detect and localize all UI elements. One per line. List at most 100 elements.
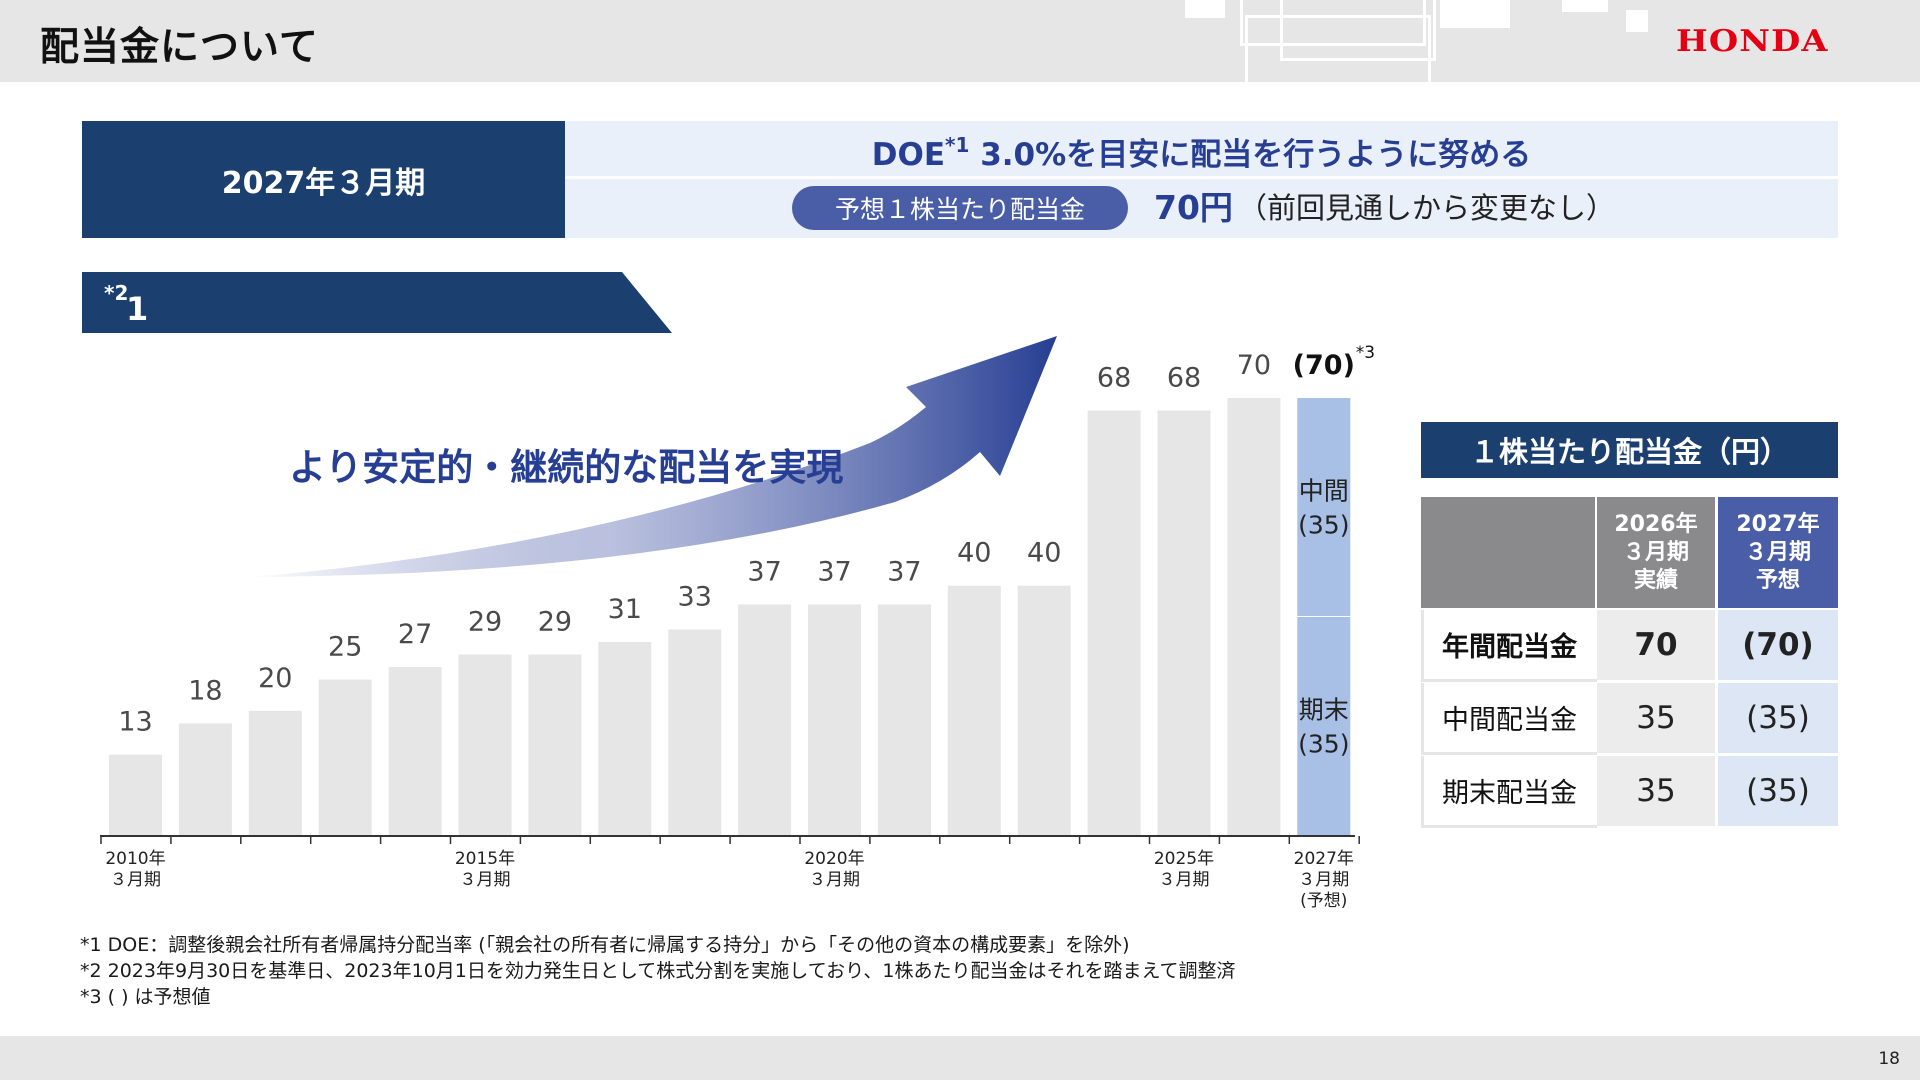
decor-square bbox=[1245, 15, 1431, 82]
chart-annotation: より安定的・継続的な配当を実現 bbox=[289, 446, 843, 489]
table-cell-actual: 35 bbox=[1597, 756, 1715, 826]
dividend-chart: より安定的・継続的な配当を実現 13 18 20 25 27 29 29 31 33 37 37 37… bbox=[100, 336, 1375, 911]
bar-value-label: 18 bbox=[188, 675, 222, 706]
forecast-dividend-note: （前回見通しから変更なし） bbox=[1238, 191, 1616, 225]
doe-policy: DOE*1 3.0%を目安に配当を行うように努める bbox=[565, 129, 1838, 174]
bar-value-label: 20 bbox=[258, 663, 292, 694]
table-cell-forecast: (35) bbox=[1718, 683, 1838, 753]
table-header-blank bbox=[1421, 497, 1595, 608]
bar bbox=[668, 629, 722, 836]
x-tick-label: ３月期 bbox=[809, 870, 860, 890]
decor-square bbox=[1440, 0, 1510, 28]
bar bbox=[458, 654, 512, 836]
table-row-label: 中間配当金 bbox=[1421, 683, 1597, 755]
bar-value-label: 31 bbox=[608, 594, 642, 625]
header-2026-line2: ３月期 bbox=[1622, 539, 1689, 565]
x-tick-label: 2025年 bbox=[1154, 849, 1214, 869]
table-header-2027: 2027年 ３月期 予想 bbox=[1718, 497, 1838, 608]
footnote-3: *3 ( ) は予想値 bbox=[80, 986, 211, 1008]
table-cell-actual: 35 bbox=[1597, 683, 1715, 753]
segment-value-label: (35) bbox=[1298, 730, 1349, 759]
bar-value-label: 25 bbox=[328, 632, 362, 663]
header-2027-line1: 2027年 bbox=[1736, 511, 1820, 537]
page-number: 18 bbox=[1878, 1049, 1900, 1069]
segment-value-label: (35) bbox=[1298, 511, 1349, 540]
decor-square bbox=[1185, 0, 1225, 18]
period-label: 2027年３月期 bbox=[82, 121, 565, 238]
table-cell-actual: 70 bbox=[1597, 610, 1715, 680]
forecast-dividend-value: 70円 bbox=[1154, 188, 1233, 227]
table-row-label: 期末配当金 bbox=[1421, 756, 1597, 828]
footnote-1: *1 DOE：調整後親会社所有者帰属持分配当率 (「親会社の所有者に帰属する持分… bbox=[80, 934, 1130, 956]
chart-title: 1 株当たり配当金の推移 (円)*2 bbox=[104, 281, 148, 328]
bar-value-label: 27 bbox=[398, 619, 432, 650]
x-tick-label: ３月期 bbox=[1298, 870, 1349, 890]
bar bbox=[1157, 410, 1211, 836]
decor-square bbox=[1280, 0, 1436, 61]
bar bbox=[248, 710, 302, 836]
bar-value-label: 37 bbox=[817, 556, 851, 587]
bar-value-label: 40 bbox=[957, 538, 991, 569]
bar bbox=[738, 604, 792, 836]
header-bar: 配当金について HONDA bbox=[0, 0, 1920, 82]
table-row-label: 年間配当金 bbox=[1421, 610, 1597, 682]
bar bbox=[808, 604, 861, 836]
bar bbox=[877, 604, 931, 836]
bar bbox=[388, 667, 442, 836]
bar-value-label: 37 bbox=[887, 556, 921, 587]
x-tick-label: ３月期 bbox=[1159, 870, 1210, 890]
bar-value-label: 13 bbox=[118, 707, 152, 738]
footnote-2: *2 2023年9月30日を基準日、2023年10月1日を効力発生日として株式分… bbox=[80, 960, 1236, 982]
bar bbox=[318, 679, 372, 836]
segment-label: 期末 bbox=[1299, 696, 1349, 725]
bar bbox=[1227, 398, 1281, 836]
doe-footnote-mark: *1 bbox=[945, 132, 970, 157]
bar-value-label: 68 bbox=[1097, 363, 1131, 394]
header-2026-line3: 実績 bbox=[1633, 567, 1678, 593]
table-cell-forecast: (35) bbox=[1718, 756, 1838, 826]
forecast-footnote-mark: *3 bbox=[1356, 343, 1375, 363]
bar bbox=[1087, 410, 1141, 836]
segment-label: 中間 bbox=[1299, 477, 1349, 506]
bar bbox=[1017, 585, 1071, 836]
bar bbox=[178, 723, 232, 836]
decor-square bbox=[1240, 0, 1426, 46]
table-cell-forecast: (70) bbox=[1718, 610, 1838, 680]
honda-logo: HONDA bbox=[1676, 24, 1829, 59]
policy-banner: DOE*1 3.0%を目安に配当を行うように努める bbox=[565, 121, 1838, 238]
bar-value-label: 70 bbox=[1237, 350, 1271, 381]
x-tick-label: 2015年 bbox=[455, 849, 515, 869]
table-header-2026: 2026年 ３月期 実績 bbox=[1597, 497, 1715, 608]
bar-value-label: (70) bbox=[1293, 350, 1355, 381]
bar-segment-year-end bbox=[1297, 617, 1351, 836]
decor-square bbox=[1626, 10, 1648, 32]
bar-segment-interim bbox=[1297, 398, 1351, 616]
bar-value-label: 29 bbox=[538, 607, 572, 638]
x-tick-label: 2020年 bbox=[804, 849, 864, 869]
bar-value-label: 68 bbox=[1167, 363, 1201, 394]
bar bbox=[598, 642, 652, 836]
doe-prefix: DOE bbox=[871, 137, 946, 173]
bar-value-label: 37 bbox=[747, 556, 781, 587]
chart-title-text: 1 株当たり配当金の推移 (円) bbox=[126, 290, 159, 740]
bar-value-label: 33 bbox=[678, 582, 712, 613]
header-2027-line3: 予想 bbox=[1755, 567, 1800, 593]
footer-bar bbox=[0, 1036, 1920, 1080]
bar bbox=[947, 585, 1001, 836]
growth-arrow bbox=[250, 336, 1057, 577]
x-tick-label: 2010年 bbox=[105, 849, 165, 869]
bar-value-label: 29 bbox=[468, 607, 502, 638]
footnotes: *1 DOE：調整後親会社所有者帰属持分配当率 (「親会社の所有者に帰属する持分… bbox=[80, 932, 1236, 1010]
bar bbox=[109, 754, 162, 836]
doe-text: 3.0%を目安に配当を行うように努める bbox=[969, 137, 1532, 173]
decor-square bbox=[1562, 0, 1608, 12]
header-2026-line1: 2026年 bbox=[1614, 511, 1698, 537]
x-tick-label: ３月期 bbox=[110, 870, 161, 890]
page-title: 配当金について bbox=[40, 25, 319, 70]
bar bbox=[528, 654, 582, 836]
forecast-dividend-pill: 予想１株当たり配当金 bbox=[792, 186, 1128, 230]
dividend-table-title: １株当たり配当金（円） bbox=[1421, 422, 1838, 478]
banner-divider bbox=[565, 176, 1838, 179]
bar-value-label: 40 bbox=[1027, 538, 1061, 569]
x-tick-label: (予想) bbox=[1300, 891, 1347, 911]
